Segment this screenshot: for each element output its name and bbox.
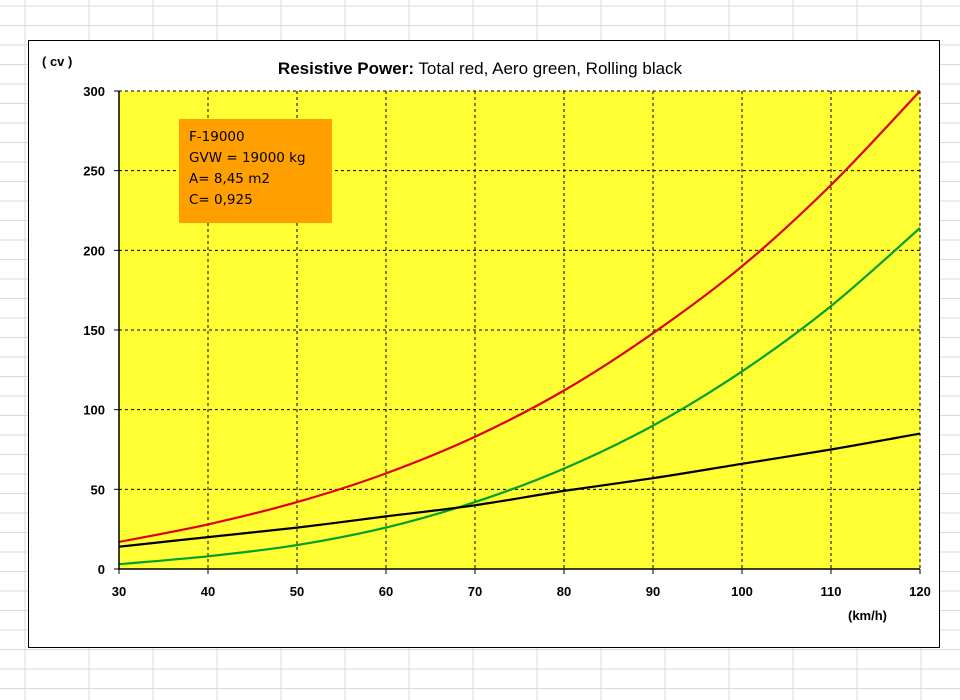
x-tick-label: 50 (290, 584, 304, 599)
annotation-line-gvw: GVW = 19000 kg (189, 150, 306, 166)
tick-labels: 30 40 50 60 70 80 90 100 110 120 0 50 100 150 200 250 30… (83, 84, 931, 599)
annotation-line-coef: C= 0,925 (189, 192, 253, 208)
annotation-line-area: A= 8,45 m2 (189, 171, 270, 187)
x-tick-label: 70 (468, 584, 482, 599)
y-tick-label: 250 (83, 164, 105, 179)
y-tick-label: 300 (83, 84, 105, 99)
x-tick-label: 120 (909, 584, 931, 599)
x-tick-label: 60 (379, 584, 393, 599)
annotation-box: F-19000 GVW = 19000 kg A= 8,45 m2 C= 0,9… (179, 119, 332, 223)
y-tick-label: 100 (83, 403, 105, 418)
x-tick-label: 80 (557, 584, 571, 599)
x-tick-label: 90 (646, 584, 660, 599)
x-tick-label: 40 (201, 584, 215, 599)
x-tick-label: 100 (731, 584, 753, 599)
chart-title-rest: Total red, Aero green, Rolling black (414, 59, 683, 78)
chart-title: Resistive Power: Total red, Aero green, … (278, 59, 683, 78)
x-tick-label: 30 (112, 584, 126, 599)
y-tick-label: 200 (83, 243, 105, 258)
series-aero-line (118, 227, 921, 566)
series-rolling-line (118, 432, 921, 548)
series-total-line (118, 90, 921, 543)
x-axis-label: (km/h) (848, 608, 887, 623)
y-tick-label: 50 (91, 482, 105, 497)
y-tick-label: 0 (98, 562, 105, 577)
y-tick-label: 150 (83, 323, 105, 338)
y-axis-label: ( cv ) (42, 54, 72, 69)
chart-title-bold: Resistive Power: (278, 59, 414, 78)
x-tick-label: 110 (821, 584, 842, 599)
series-lines (118, 90, 921, 566)
annotation-line-model: F-19000 (189, 129, 245, 145)
grid-lines (119, 90, 921, 569)
